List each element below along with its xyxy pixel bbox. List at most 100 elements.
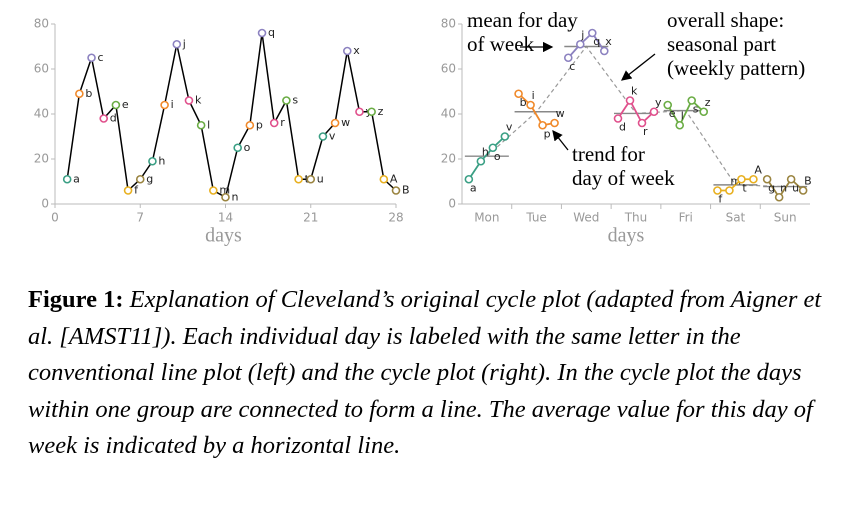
point-label: b [520, 96, 527, 109]
point [172, 39, 182, 49]
point-label: A [754, 163, 762, 176]
point-label: j [182, 37, 186, 50]
point [599, 46, 609, 56]
point-label: u [317, 172, 324, 185]
point [135, 174, 145, 184]
arrow [552, 129, 569, 151]
point-label: n [232, 190, 239, 203]
group-line [617, 98, 655, 125]
point-label: e [122, 98, 129, 111]
point-label: d [619, 121, 626, 134]
point [488, 143, 498, 153]
point-label: o [494, 150, 501, 163]
point-label: z [378, 105, 384, 118]
point [221, 192, 230, 202]
point [687, 96, 697, 105]
group-line [766, 177, 804, 199]
point-label: q [268, 26, 275, 39]
point-label: p [256, 118, 263, 131]
point [713, 186, 722, 195]
group-line [717, 178, 754, 192]
point [514, 89, 523, 99]
point-label: j [580, 28, 584, 41]
x-tick-label: 28 [388, 211, 403, 225]
group-line [666, 99, 705, 128]
point [563, 53, 573, 63]
point [798, 186, 808, 195]
point [269, 118, 279, 128]
y-tick-label: 80 [34, 17, 49, 31]
annotation: mean for day [467, 8, 578, 32]
point-label: p [544, 127, 551, 140]
y-tick-label: 40 [441, 107, 456, 121]
point-label: v [506, 121, 513, 134]
point [209, 186, 218, 195]
point [306, 174, 316, 184]
caption-label: Figure 1: [28, 286, 124, 313]
point [330, 118, 340, 128]
point [282, 96, 291, 105]
point-label: a [73, 172, 80, 185]
point-label: x [353, 44, 360, 57]
point [245, 120, 255, 130]
annotation: overall shape: [667, 8, 784, 32]
point [75, 89, 84, 99]
annotation: day of week [572, 166, 675, 190]
y-tick-label: 60 [34, 62, 49, 76]
point [318, 132, 328, 141]
point [62, 174, 72, 184]
x-tick-label: Wed [573, 211, 599, 225]
point [613, 114, 623, 123]
x-tick-label: 7 [136, 211, 144, 225]
group-line [468, 135, 506, 180]
point [257, 28, 267, 38]
annotation: of week [467, 32, 535, 56]
point-label: m [219, 184, 230, 197]
point-label: g [768, 181, 775, 194]
point [342, 46, 352, 56]
arrow [620, 53, 656, 81]
point [625, 96, 635, 105]
point [464, 174, 474, 184]
x-tick-label: 21 [303, 211, 318, 225]
point [476, 156, 486, 166]
y-tick-label: 40 [34, 107, 49, 121]
point [774, 192, 784, 202]
point [762, 174, 772, 184]
annotation: (weekly pattern) [667, 56, 805, 80]
point-label: s [292, 94, 298, 107]
point [526, 100, 535, 110]
point [587, 28, 597, 38]
point [575, 39, 585, 49]
point [649, 107, 659, 117]
point-label: A [390, 172, 398, 185]
point [367, 107, 376, 117]
point-label: a [470, 181, 477, 194]
point-label: s [693, 103, 699, 116]
point-label: f [134, 184, 139, 197]
point [391, 186, 401, 195]
y-tick-label: 20 [34, 152, 49, 166]
point-label: k [195, 94, 202, 107]
point-label: c [98, 51, 104, 64]
annotation: trend for [572, 142, 645, 166]
point [637, 118, 647, 128]
point-label: w [341, 116, 350, 129]
point-label: B [804, 175, 812, 188]
point-label: y [655, 96, 662, 109]
point-label: e [669, 107, 676, 120]
point-label: n [780, 181, 787, 194]
caption-text: Explanation of Cleveland’s original cycl… [28, 286, 822, 459]
point [111, 100, 121, 110]
point [123, 186, 133, 195]
point [538, 120, 547, 130]
point-label: i [171, 98, 174, 111]
point [749, 174, 758, 184]
y-tick-label: 0 [41, 197, 49, 211]
point-label: f [718, 193, 723, 206]
point-label: x [605, 35, 612, 48]
x-tick-label: Thu [624, 211, 648, 225]
point [184, 96, 194, 105]
point [725, 186, 734, 195]
point-label: i [532, 89, 535, 102]
